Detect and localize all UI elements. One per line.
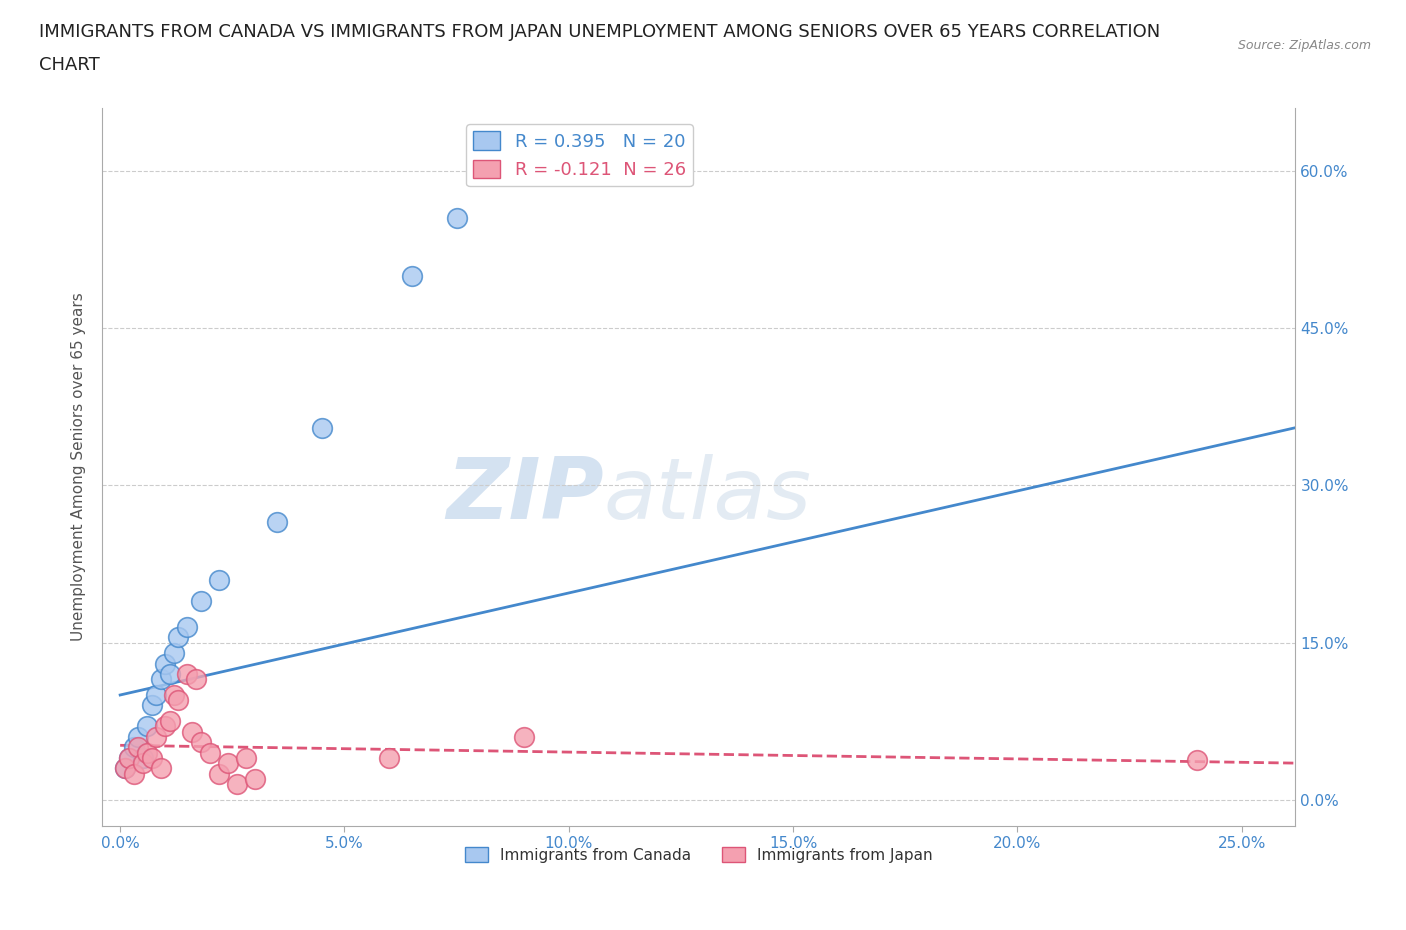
Point: [122, 766, 145, 781]
Point: [131, 756, 153, 771]
Point: [235, 751, 257, 765]
Point: [167, 693, 190, 708]
Point: [190, 593, 212, 608]
Point: [127, 729, 149, 744]
Point: [136, 745, 159, 760]
Point: [378, 751, 401, 765]
Point: [153, 656, 176, 671]
Point: [163, 687, 186, 702]
Point: [136, 719, 159, 734]
Legend: Immigrants from Canada, Immigrants from Japan: Immigrants from Canada, Immigrants from …: [458, 841, 939, 869]
Point: [311, 420, 333, 435]
Point: [513, 729, 536, 744]
Point: [190, 735, 212, 750]
Point: [208, 572, 231, 587]
Point: [176, 667, 198, 682]
Point: [243, 771, 266, 786]
Point: [217, 756, 239, 771]
Point: [163, 645, 186, 660]
Point: [208, 766, 231, 781]
Text: Source: ZipAtlas.com: Source: ZipAtlas.com: [1237, 39, 1371, 52]
Point: [118, 751, 141, 765]
Point: [118, 751, 141, 765]
Point: [1185, 752, 1208, 767]
Text: IMMIGRANTS FROM CANADA VS IMMIGRANTS FROM JAPAN UNEMPLOYMENT AMONG SENIORS OVER : IMMIGRANTS FROM CANADA VS IMMIGRANTS FRO…: [39, 23, 1160, 41]
Point: [198, 745, 221, 760]
Point: [401, 268, 423, 283]
Text: ZIP: ZIP: [446, 454, 603, 538]
Point: [266, 514, 288, 529]
Point: [186, 671, 208, 686]
Point: [149, 671, 172, 686]
Point: [153, 719, 176, 734]
Point: [145, 687, 167, 702]
Text: atlas: atlas: [603, 454, 811, 538]
Point: [141, 698, 163, 713]
Y-axis label: Unemployment Among Seniors over 65 years: Unemployment Among Seniors over 65 years: [72, 293, 86, 642]
Point: [122, 740, 145, 755]
Point: [159, 667, 181, 682]
Point: [114, 761, 136, 776]
Point: [181, 724, 204, 739]
Point: [149, 761, 172, 776]
Text: CHART: CHART: [39, 56, 100, 73]
Point: [131, 751, 153, 765]
Point: [225, 777, 247, 791]
Point: [127, 740, 149, 755]
Point: [114, 761, 136, 776]
Point: [159, 713, 181, 728]
Point: [167, 630, 190, 644]
Point: [145, 729, 167, 744]
Point: [176, 619, 198, 634]
Point: [446, 210, 468, 225]
Point: [141, 751, 163, 765]
